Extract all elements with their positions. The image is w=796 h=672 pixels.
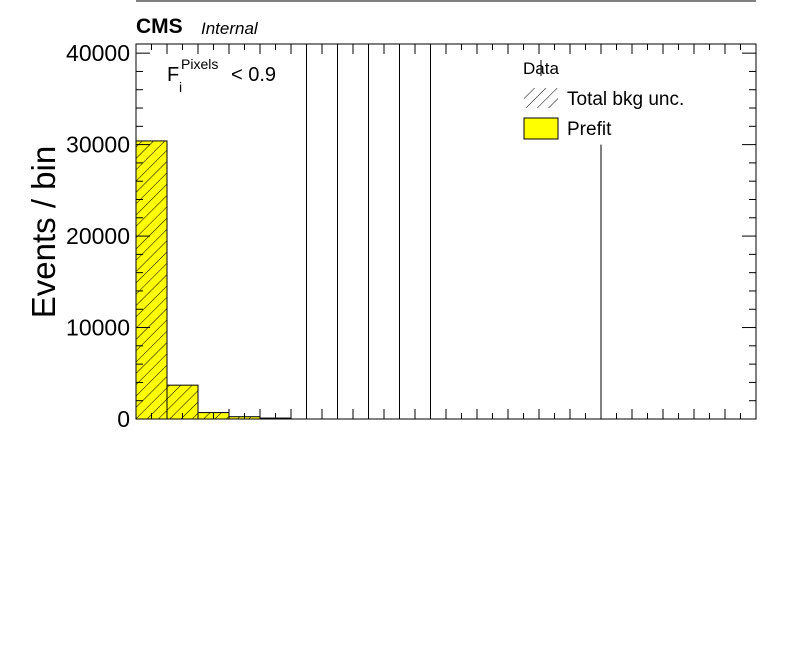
bkg-uncertainty-band — [136, 140, 167, 419]
y-tick-label: 30000 — [66, 132, 130, 158]
y-tick-label: 40000 — [66, 40, 130, 66]
experiment-label: CMS — [136, 15, 183, 38]
legend-total-bkg-label: Total bkg unc. — [567, 89, 684, 110]
legend-hatch-swatch — [524, 88, 558, 108]
selection-cut: < 0.9 — [231, 64, 276, 86]
plot-frame — [135, 43, 757, 420]
data-error-bars — [306, 44, 602, 419]
y-tick-label: 20000 — [66, 223, 130, 249]
legend: Data Total bkg unc. Prefit — [523, 59, 684, 140]
bkg-uncertainty-hatch — [136, 140, 291, 419]
y-tick-labels: 0 10000 20000 30000 40000 — [66, 40, 130, 432]
selection-superscript: Pixels — [181, 56, 218, 72]
legend-data-label: Data — [523, 59, 559, 78]
selection-label: F i Pixels < 0.9 — [167, 56, 276, 95]
legend-prefit-swatch — [523, 117, 559, 140]
y-axis-title: Events / bin — [25, 146, 62, 318]
selection-subscript: i — [179, 79, 182, 95]
y-tick-label: 10000 — [66, 315, 130, 341]
status-label: Internal — [201, 19, 259, 38]
y-tick-label: 0 — [117, 406, 130, 432]
selection-variable: F — [167, 64, 179, 86]
legend-prefit-label: Prefit — [567, 119, 612, 140]
